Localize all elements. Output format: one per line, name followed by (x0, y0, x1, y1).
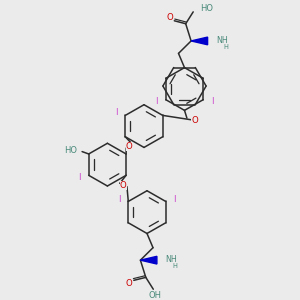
Text: I: I (155, 97, 158, 106)
Text: O: O (126, 279, 132, 288)
Text: I: I (211, 97, 214, 106)
Text: I: I (78, 173, 81, 182)
Text: NH: NH (217, 36, 228, 45)
Text: I: I (173, 195, 176, 204)
Text: O: O (191, 116, 198, 125)
Text: O: O (166, 13, 173, 22)
Text: H: H (172, 263, 177, 269)
Text: O: O (126, 142, 133, 151)
Text: H: H (224, 44, 229, 50)
Text: OH: OH (148, 291, 161, 300)
Text: I: I (118, 195, 121, 204)
Polygon shape (191, 37, 208, 45)
Polygon shape (140, 256, 157, 264)
Text: NH: NH (165, 255, 177, 264)
Text: HO: HO (64, 146, 77, 155)
Text: I: I (115, 108, 118, 117)
Text: HO: HO (200, 4, 213, 13)
Text: O: O (120, 181, 127, 190)
